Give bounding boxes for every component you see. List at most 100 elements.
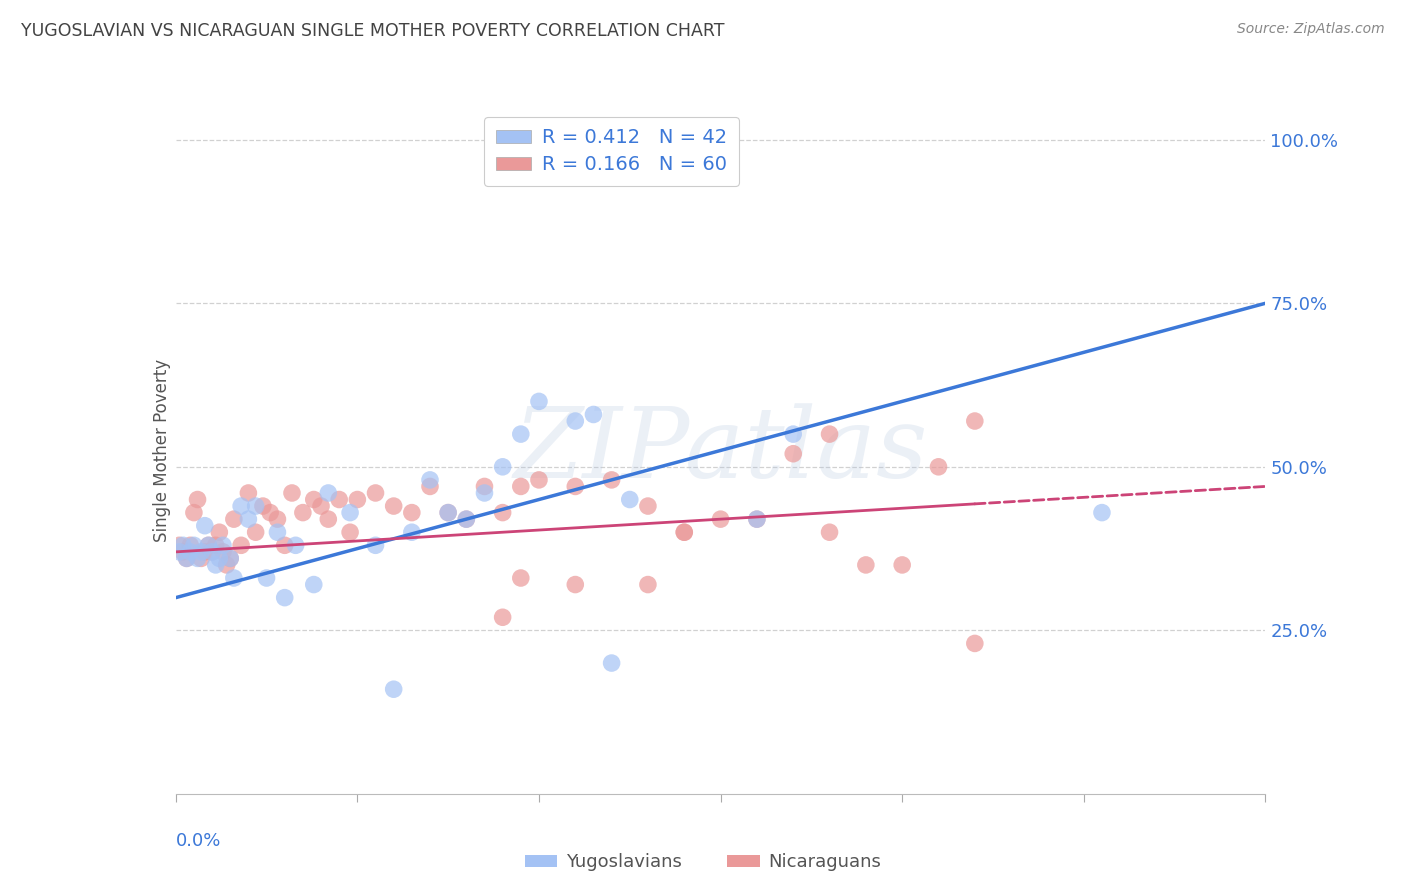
Point xyxy=(509,571,531,585)
Legend: R = 0.412   N = 42, R = 0.166   N = 60: R = 0.412 N = 42, R = 0.166 N = 60 xyxy=(484,117,740,186)
Point xyxy=(302,577,325,591)
Point xyxy=(1091,506,1114,520)
Point xyxy=(492,610,515,624)
Point xyxy=(364,538,387,552)
Point xyxy=(197,538,219,552)
Point xyxy=(527,394,550,409)
Point xyxy=(673,525,696,540)
Point xyxy=(222,512,245,526)
Point xyxy=(328,492,350,507)
Point xyxy=(183,538,205,552)
Point xyxy=(818,427,841,442)
Point xyxy=(186,492,209,507)
Point xyxy=(291,506,314,520)
Point xyxy=(564,577,586,591)
Point xyxy=(492,506,515,520)
Legend: Yugoslavians, Nicaraguans: Yugoslavians, Nicaraguans xyxy=(517,847,889,879)
Point xyxy=(231,499,253,513)
Point xyxy=(492,459,515,474)
Point xyxy=(382,682,405,697)
Point xyxy=(266,512,288,526)
Point xyxy=(212,538,235,552)
Point xyxy=(215,558,238,572)
Point xyxy=(637,577,659,591)
Point xyxy=(782,427,804,442)
Point xyxy=(401,506,423,520)
Point xyxy=(204,558,226,572)
Point xyxy=(855,558,877,572)
Point xyxy=(437,506,460,520)
Point xyxy=(252,499,274,513)
Point xyxy=(190,551,212,566)
Point xyxy=(208,551,231,566)
Point xyxy=(219,551,242,566)
Point xyxy=(963,414,986,428)
Point xyxy=(219,551,242,566)
Point xyxy=(266,525,288,540)
Point xyxy=(190,545,212,559)
Point xyxy=(212,545,235,559)
Point xyxy=(284,538,307,552)
Point xyxy=(176,551,198,566)
Point xyxy=(281,486,304,500)
Point xyxy=(564,479,586,493)
Point xyxy=(204,538,226,552)
Point xyxy=(437,506,460,520)
Point xyxy=(745,512,768,526)
Point xyxy=(339,525,361,540)
Point xyxy=(419,473,441,487)
Point xyxy=(637,499,659,513)
Point xyxy=(963,636,986,650)
Point xyxy=(318,486,340,500)
Point xyxy=(818,525,841,540)
Point xyxy=(509,479,531,493)
Y-axis label: Single Mother Poverty: Single Mother Poverty xyxy=(153,359,172,542)
Point xyxy=(339,506,361,520)
Point xyxy=(600,473,623,487)
Point xyxy=(456,512,478,526)
Point xyxy=(201,545,224,559)
Point xyxy=(302,492,325,507)
Point xyxy=(745,512,768,526)
Point xyxy=(710,512,733,526)
Point xyxy=(419,479,441,493)
Point xyxy=(928,459,950,474)
Point xyxy=(509,427,531,442)
Point xyxy=(172,538,194,552)
Point xyxy=(222,571,245,585)
Point xyxy=(619,492,641,507)
Point xyxy=(382,499,405,513)
Point xyxy=(318,512,340,526)
Point xyxy=(527,473,550,487)
Point xyxy=(201,545,224,559)
Point xyxy=(401,525,423,540)
Point xyxy=(194,545,217,559)
Point xyxy=(208,525,231,540)
Point xyxy=(194,518,217,533)
Point xyxy=(183,506,205,520)
Point xyxy=(179,538,201,552)
Point xyxy=(600,656,623,670)
Point xyxy=(169,545,191,559)
Point xyxy=(256,571,278,585)
Point xyxy=(274,538,297,552)
Point xyxy=(172,545,194,559)
Point xyxy=(782,447,804,461)
Point xyxy=(346,492,368,507)
Point xyxy=(673,525,696,540)
Point xyxy=(891,558,914,572)
Point xyxy=(259,506,281,520)
Point xyxy=(231,538,253,552)
Point xyxy=(309,499,332,513)
Point xyxy=(245,499,267,513)
Point xyxy=(197,538,219,552)
Point xyxy=(474,479,496,493)
Point xyxy=(186,551,209,566)
Point xyxy=(238,486,260,500)
Point xyxy=(364,486,387,500)
Text: YUGOSLAVIAN VS NICARAGUAN SINGLE MOTHER POVERTY CORRELATION CHART: YUGOSLAVIAN VS NICARAGUAN SINGLE MOTHER … xyxy=(21,22,724,40)
Point xyxy=(245,525,267,540)
Point xyxy=(179,545,201,559)
Point xyxy=(169,538,191,552)
Point xyxy=(176,551,198,566)
